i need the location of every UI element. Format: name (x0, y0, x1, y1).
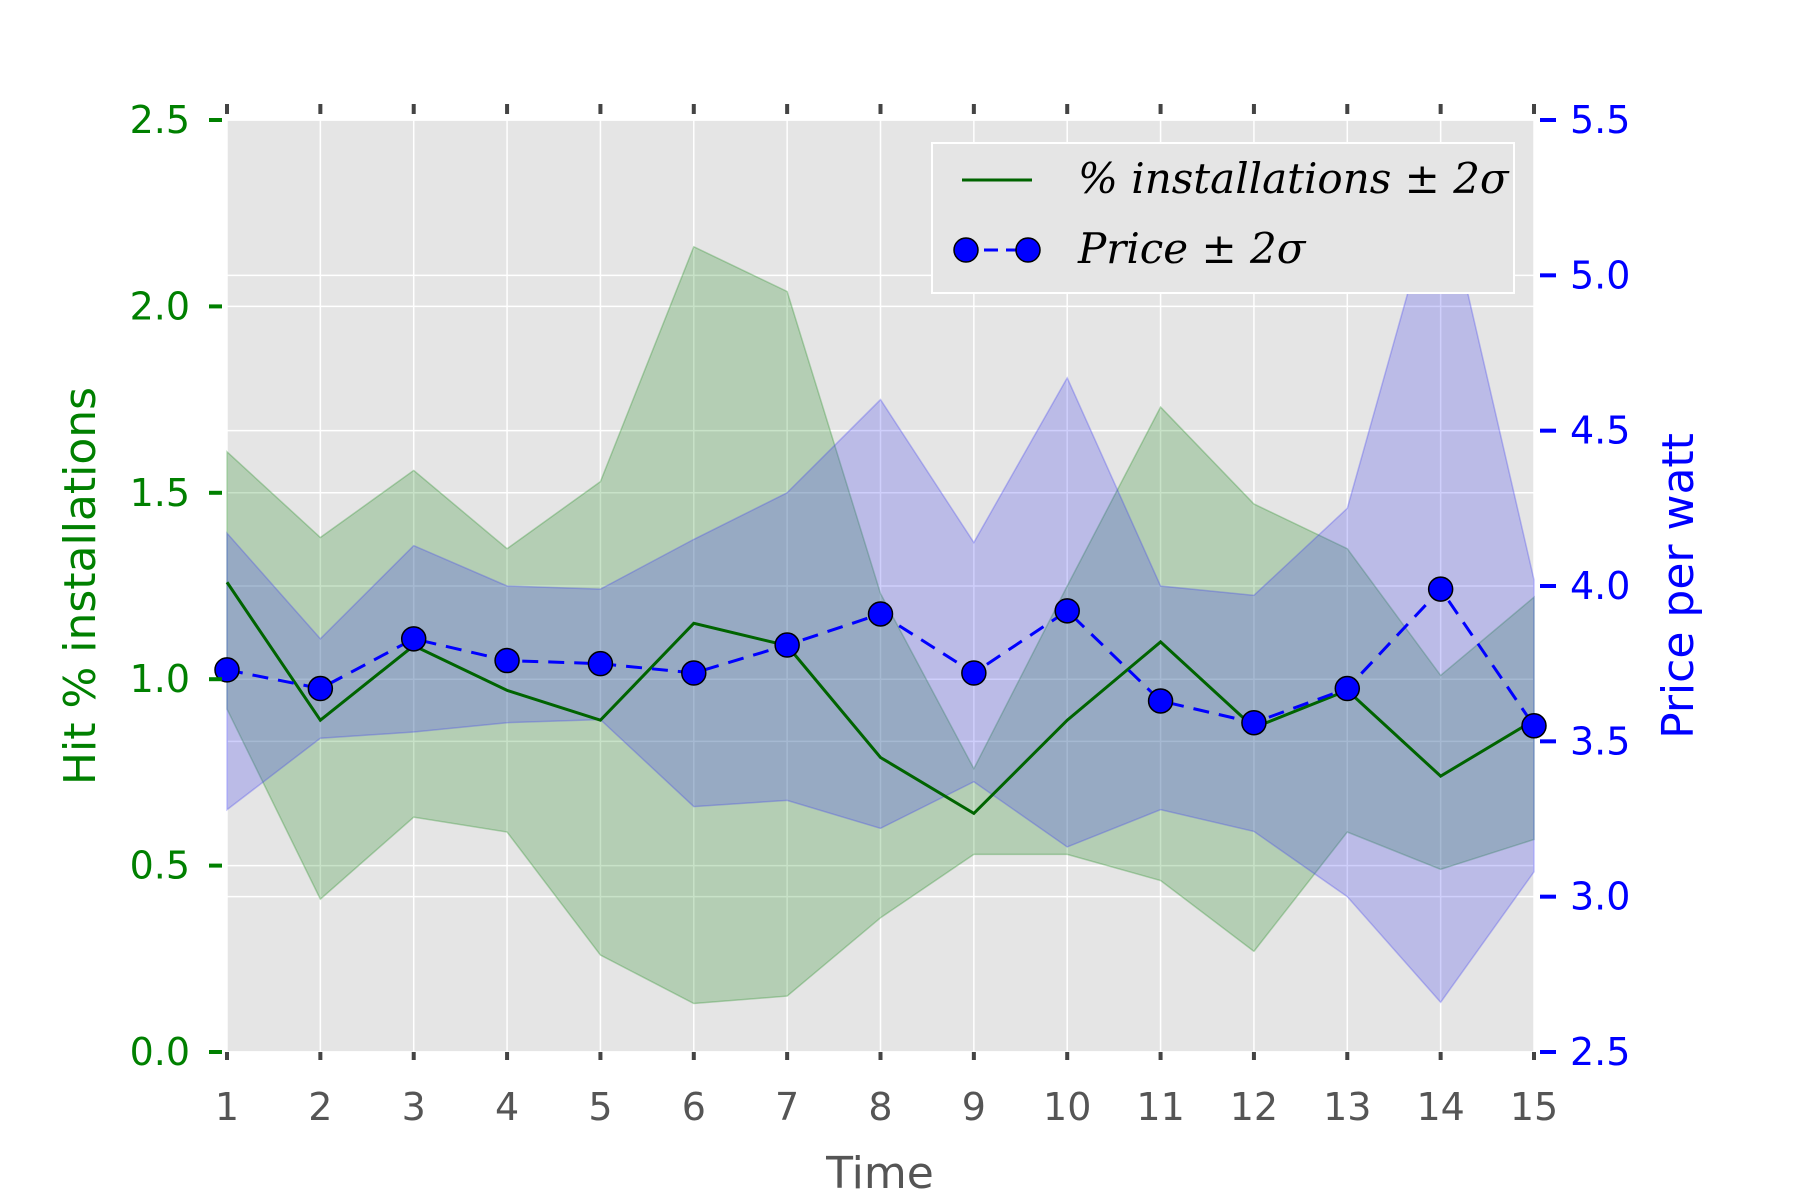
x-tick-label: 8 (868, 1085, 892, 1129)
left-y-tick-label: 1.5 (130, 471, 190, 515)
legend-box (931, 142, 1515, 294)
x-axis-title: Time (825, 1148, 934, 1199)
x-tick-label: 6 (682, 1085, 706, 1129)
x-tick-label: 11 (1136, 1085, 1184, 1129)
point-price (867, 601, 894, 627)
point-price (1241, 709, 1267, 736)
point-price (494, 647, 520, 674)
point-price (1521, 713, 1547, 739)
point-price (307, 675, 334, 702)
legend-label-price: Price ± 2σ (1077, 224, 1307, 273)
right-y-tick-label: 4.5 (1570, 409, 1630, 453)
point-price (1147, 688, 1174, 714)
axes: 1 2 3 4 5 6 7 8 9 10 11 12 13 14 150.00.51.01.52.02.52… (130, 98, 1631, 1129)
right-y-tick-label: 3.0 (1570, 875, 1630, 919)
left-y-tick-label: 1.0 (130, 657, 190, 701)
point-price (961, 660, 987, 686)
x-tick-label: 13 (1323, 1085, 1371, 1129)
legend-label-installations: % installations ± 2σ (1078, 154, 1510, 203)
x-tick-label: 1 (215, 1085, 239, 1129)
right-y-tick-label: 3.5 (1570, 719, 1630, 763)
legend-marker-price-2 (1015, 237, 1041, 263)
x-tick-label: 7 (775, 1085, 799, 1129)
left-axis-title: Hit % installations (55, 387, 106, 785)
point-price (1054, 598, 1080, 624)
legend: % installations ± 2σ Price ± 2σ (931, 142, 1515, 294)
x-tick-label: 12 (1230, 1085, 1278, 1129)
right-y-tick-label: 5.0 (1570, 253, 1630, 297)
x-tick-label: 9 (962, 1085, 986, 1129)
point-price (587, 650, 614, 677)
x-tick-label: 14 (1416, 1085, 1464, 1129)
left-y-tick-label: 0.5 (130, 844, 190, 888)
left-y-tick-label: 0.0 (130, 1030, 190, 1074)
point-price (681, 660, 707, 686)
x-tick-label: 15 (1510, 1085, 1558, 1129)
legend-marker-price-1 (953, 237, 979, 263)
x-tick-label: 3 (402, 1085, 426, 1129)
point-price (400, 626, 427, 652)
line-installations (225, 581, 1535, 816)
left-y-tick-label: 2.5 (130, 98, 190, 142)
x-tick-label: 10 (1043, 1085, 1091, 1129)
x-tick-label: 2 (308, 1085, 332, 1129)
left-y-tick-label: 2.0 (130, 284, 190, 328)
point-price (1427, 576, 1454, 602)
series-markers (214, 576, 1547, 739)
point-price (1334, 675, 1361, 702)
right-y-tick-label: 2.5 (1570, 1030, 1630, 1074)
right-y-tick-label: 5.5 (1570, 98, 1630, 142)
right-axis-title: Price per watt (1653, 433, 1704, 739)
point-price (214, 657, 240, 683)
x-tick-label: 4 (495, 1085, 519, 1129)
x-tick-label: 5 (588, 1085, 612, 1129)
right-y-tick-label: 4.0 (1570, 564, 1630, 608)
point-price (774, 632, 800, 658)
